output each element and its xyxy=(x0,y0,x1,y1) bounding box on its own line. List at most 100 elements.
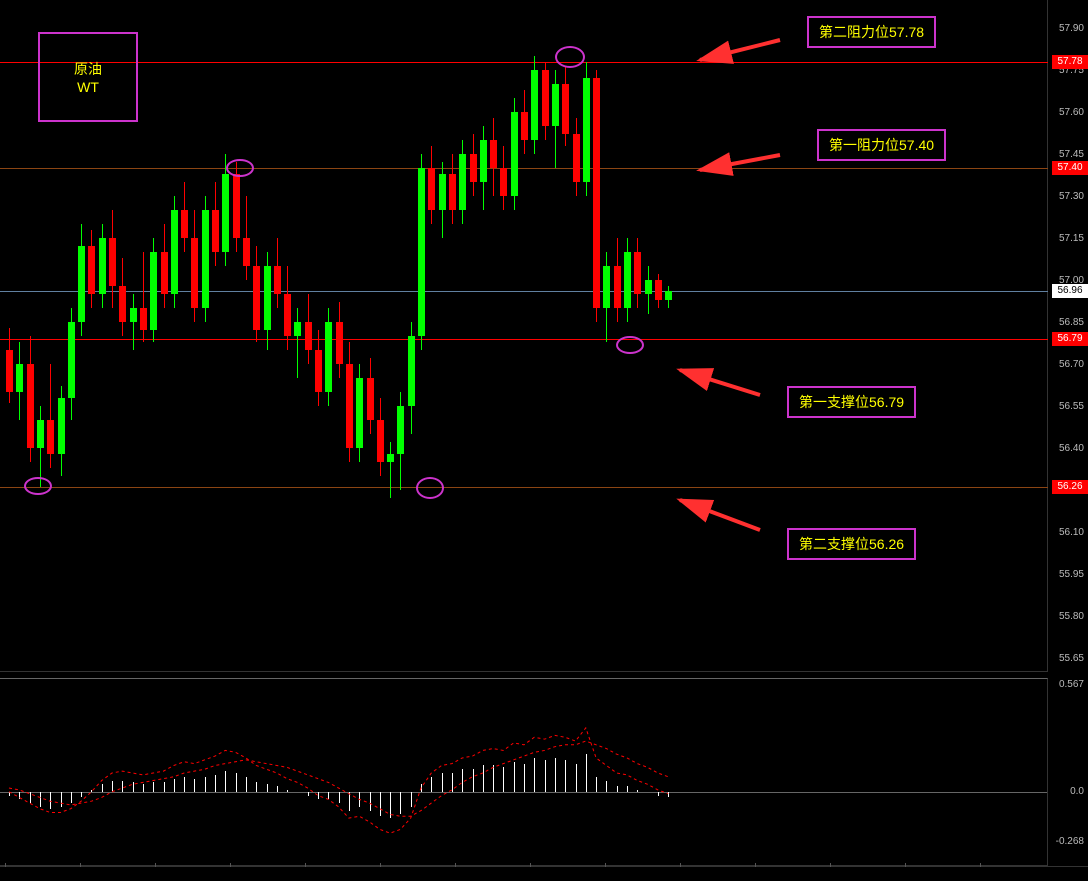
candle xyxy=(644,0,652,672)
candle xyxy=(335,0,343,672)
candle xyxy=(180,0,188,672)
macd-bar xyxy=(576,764,577,792)
candle xyxy=(664,0,672,672)
candle xyxy=(417,0,425,672)
price-marker: 56.79 xyxy=(1052,332,1088,346)
candle xyxy=(510,0,518,672)
candle xyxy=(314,0,322,672)
candle xyxy=(201,0,209,672)
candle xyxy=(324,0,332,672)
time-tick xyxy=(755,863,756,867)
time-axis xyxy=(0,866,1088,881)
candle xyxy=(572,0,580,672)
candle xyxy=(489,0,497,672)
price-marker: 56.96 xyxy=(1052,284,1088,298)
zero-line xyxy=(0,792,1047,793)
candle xyxy=(613,0,621,672)
price-tick: 56.40 xyxy=(1059,443,1084,454)
time-tick xyxy=(605,863,606,867)
price-tick: 55.65 xyxy=(1059,653,1084,664)
annotation-box: 第一阻力位57.40 xyxy=(817,129,946,161)
candle xyxy=(530,0,538,672)
candle xyxy=(211,0,219,672)
candle xyxy=(15,0,23,672)
annotation-box: 第二支撑位56.26 xyxy=(787,528,916,560)
macd-bar xyxy=(349,792,350,811)
macd-bar xyxy=(40,792,41,807)
candle xyxy=(396,0,404,672)
macd-bar xyxy=(287,790,288,792)
candle xyxy=(582,0,590,672)
time-tick xyxy=(830,863,831,867)
macd-bar xyxy=(596,777,597,792)
price-tick: 55.95 xyxy=(1059,569,1084,580)
macd-bar xyxy=(658,792,659,796)
macd-bar xyxy=(164,782,165,791)
ellipse-marker xyxy=(555,46,585,68)
candle xyxy=(304,0,312,672)
macd-bar xyxy=(9,792,10,796)
macd-bar xyxy=(637,790,638,792)
macd-bar xyxy=(514,762,515,792)
price-tick: 57.45 xyxy=(1059,149,1084,160)
macd-indicator[interactable] xyxy=(0,678,1048,866)
macd-bar xyxy=(421,784,422,792)
candle xyxy=(293,0,301,672)
macd-bar xyxy=(411,792,412,807)
indicator-tick: 0.567 xyxy=(1059,679,1084,690)
macd-bar xyxy=(30,792,31,803)
candle xyxy=(273,0,281,672)
macd-bar xyxy=(277,786,278,792)
time-tick xyxy=(380,863,381,867)
ellipse-marker xyxy=(616,336,644,354)
macd-bar xyxy=(473,769,474,792)
macd-bar xyxy=(184,777,185,792)
macd-bar xyxy=(534,758,535,792)
ellipse-marker xyxy=(226,159,254,177)
macd-bar xyxy=(50,792,51,809)
time-tick xyxy=(155,863,156,867)
candle xyxy=(469,0,477,672)
macd-bar xyxy=(112,781,113,792)
price-tick: 56.85 xyxy=(1059,317,1084,328)
macd-bar xyxy=(174,779,175,792)
macd-bar xyxy=(493,765,494,791)
annotation-box: 第一支撑位56.79 xyxy=(787,386,916,418)
candle xyxy=(458,0,466,672)
candle xyxy=(242,0,250,672)
macd-bar xyxy=(71,792,72,803)
macd-bar xyxy=(627,786,628,792)
macd-bar xyxy=(194,779,195,792)
macd-bar xyxy=(81,792,82,798)
time-tick xyxy=(80,863,81,867)
macd-bar xyxy=(359,792,360,807)
candle xyxy=(170,0,178,672)
macd-bar xyxy=(19,792,20,800)
macd-bar xyxy=(431,777,432,792)
indicator-tick: 0.0 xyxy=(1070,786,1084,797)
ellipse-marker xyxy=(416,477,444,499)
macd-bar xyxy=(545,760,546,792)
price-axis: 57.9057.7557.6057.4557.3057.1557.0056.85… xyxy=(1048,0,1088,672)
candle xyxy=(561,0,569,672)
macd-bar xyxy=(122,781,123,792)
price-tick: 57.60 xyxy=(1059,107,1084,118)
candle xyxy=(438,0,446,672)
title-line1: 原油 xyxy=(52,59,124,79)
candle xyxy=(551,0,559,672)
macd-bar xyxy=(586,754,587,792)
candlestick-chart[interactable] xyxy=(0,0,1048,672)
candle xyxy=(252,0,260,672)
time-tick xyxy=(305,863,306,867)
macd-bar xyxy=(452,773,453,792)
macd-bar xyxy=(462,769,463,792)
macd-bar xyxy=(328,792,329,800)
time-tick xyxy=(980,863,981,867)
macd-bar xyxy=(380,792,381,816)
price-tick: 56.55 xyxy=(1059,401,1084,412)
macd-bar xyxy=(668,792,669,798)
time-tick xyxy=(5,863,6,867)
candle xyxy=(26,0,34,672)
time-tick xyxy=(680,863,681,867)
indicator-axis: 0.5670.0-0.268 xyxy=(1048,678,1088,866)
